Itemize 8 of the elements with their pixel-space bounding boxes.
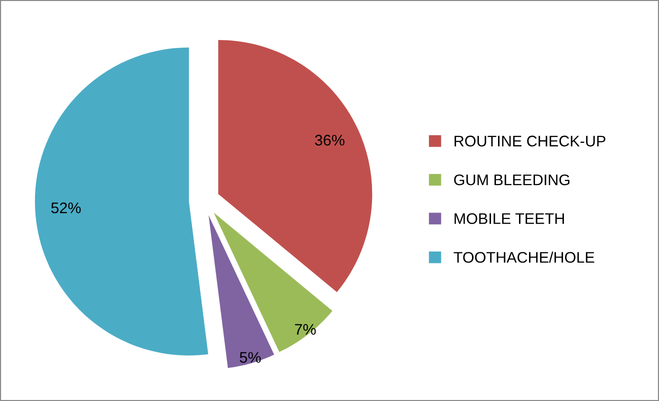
data-label: 5% xyxy=(240,352,261,363)
data-label: 36% xyxy=(314,134,344,146)
data-label: 52% xyxy=(51,202,81,214)
legend-label: TOOTHACHE/HOLE xyxy=(454,252,594,263)
legend-label: GUM BLEEDING xyxy=(454,174,570,186)
data-label: 7% xyxy=(295,324,316,335)
legend-label: MOBILE TEETH xyxy=(454,213,564,224)
legend-label: ROUTINE CHECK-UP xyxy=(454,136,606,146)
